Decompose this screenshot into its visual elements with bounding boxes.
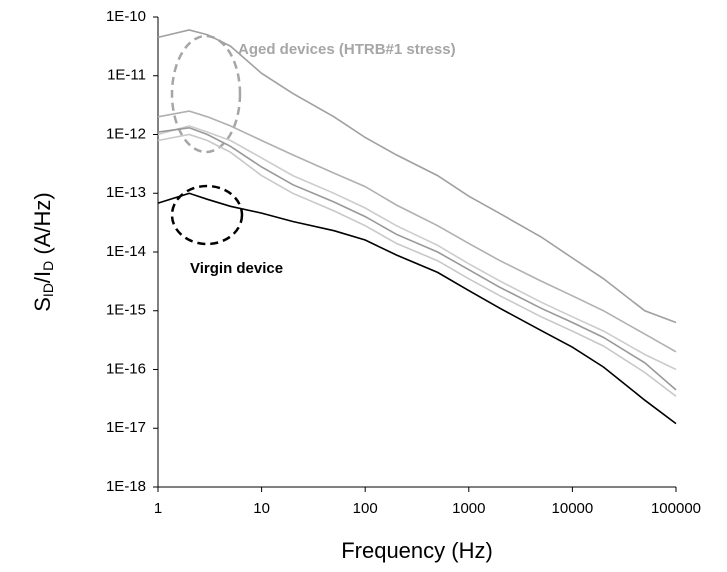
y-tick-label: 1E-13 [106, 184, 146, 201]
series-line [157, 110, 677, 353]
y-tick-label: 1E-17 [106, 419, 146, 436]
x-tick-label: 100000 [651, 500, 701, 517]
y-tick-label: 1E-11 [107, 67, 146, 84]
annotation: Aged devices (HTRB#1 stress) [238, 41, 456, 58]
y-title-sub: ID [40, 283, 56, 297]
y-title-part: /I [30, 271, 55, 283]
y-tick-label: 1E-18 [106, 478, 146, 495]
y-title-part: S [30, 297, 55, 312]
x-tick-label: 10000 [552, 500, 594, 517]
annotation: Virgin device [190, 260, 283, 277]
y-tick-label: 1E-16 [106, 360, 146, 377]
series-line [157, 125, 677, 371]
x-tick-label: 100 [353, 500, 378, 517]
y-tick-label: 1E-12 [106, 125, 146, 142]
series-line [157, 133, 677, 397]
series-line [157, 192, 677, 425]
y-tick-label: 1E-10 [106, 8, 146, 25]
x-axis-title: Frequency (Hz) [341, 538, 493, 563]
y-title-part: (A/Hz) [30, 192, 55, 260]
y-tick-label: 1E-15 [106, 302, 146, 319]
y-axis-title: SID/ID (A/Hz) [30, 192, 56, 312]
x-tick-label: 10 [253, 500, 270, 517]
y-tick-label: 1E-14 [106, 243, 146, 260]
x-tick-label: 1000 [452, 500, 485, 517]
virgin-ellipse [170, 184, 244, 246]
aged-ellipse [170, 34, 242, 154]
series-line [157, 29, 677, 324]
y-title-sub: D [40, 261, 56, 271]
series-line [157, 126, 677, 391]
x-tick-label: 1 [154, 500, 162, 517]
